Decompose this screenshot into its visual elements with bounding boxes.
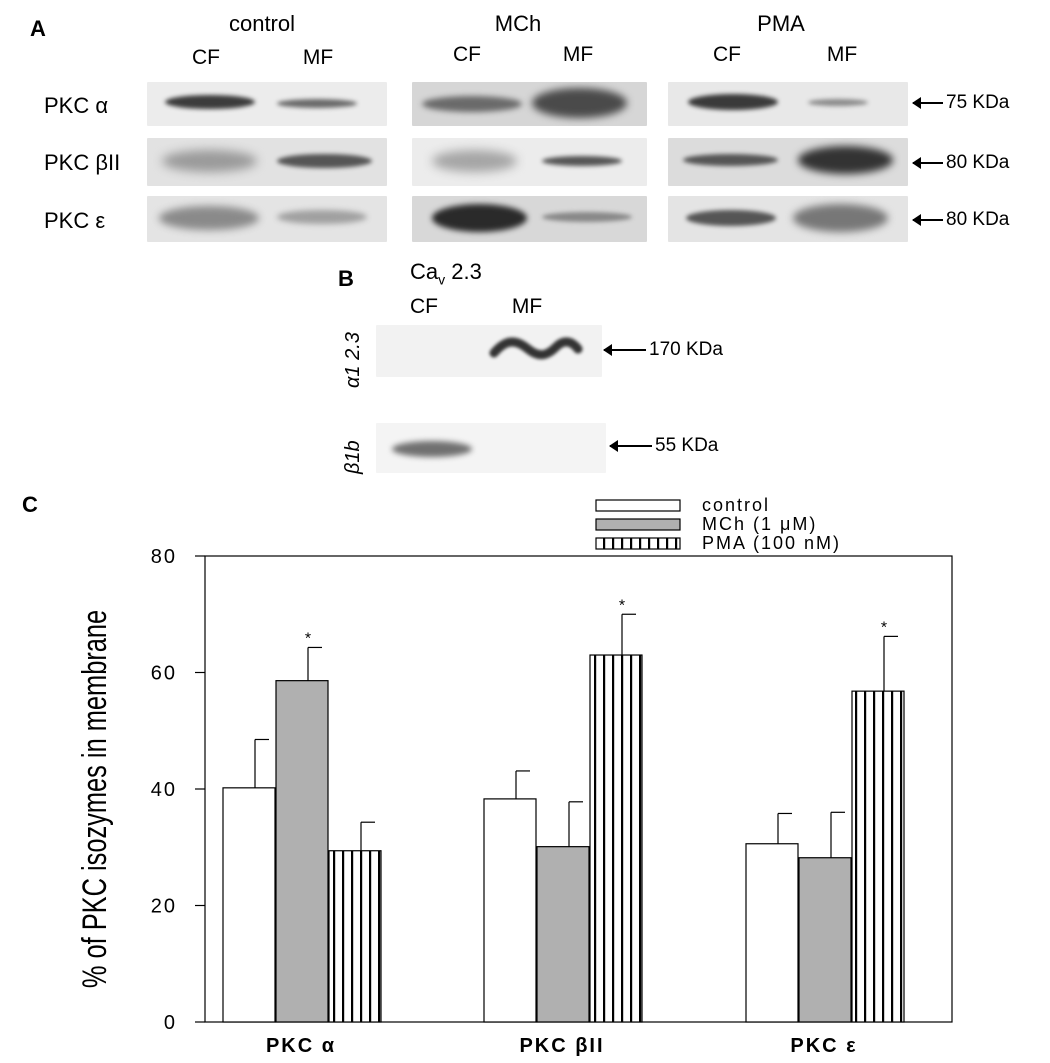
x-tick-label-2: PKC ε	[790, 1035, 857, 1057]
blot-pma-pkc-beta2	[668, 138, 908, 186]
arrow-170kda	[603, 344, 646, 356]
bar-gray-1	[536, 846, 590, 1023]
legend-swatch-2	[595, 537, 681, 550]
bar-gray-2	[798, 857, 852, 1023]
mw-label-pkc-alpha: 75 KDa	[946, 92, 1010, 113]
bar-vstripes-0	[328, 850, 382, 1023]
significance-star: *	[619, 597, 625, 614]
row-label-alpha1-2-3: α1 2.3	[342, 332, 364, 388]
legend-swatch-0	[595, 499, 681, 512]
significance-star: *	[881, 619, 887, 636]
lane-label-pma-mf: MF	[826, 43, 858, 66]
legend-label-2: PMA (100 nM)	[702, 533, 841, 553]
mw-label-alpha1: 170 KDa	[649, 339, 723, 360]
blot-pma-pkc-alpha	[668, 82, 908, 126]
blot-control-pkc-alpha	[147, 82, 387, 126]
blot-control-pkc-epsilon	[147, 196, 387, 242]
mw-label-pkc-beta2: 80 KDa	[946, 152, 1010, 173]
arrow-75kda	[912, 97, 943, 109]
bar-white-2	[745, 843, 799, 1023]
lane-label-mch-mf: MF	[562, 43, 594, 66]
panel-b-letter: B	[338, 266, 354, 291]
y-tick-label: 0	[164, 1012, 177, 1034]
y-tick-label: 60	[151, 663, 177, 685]
lane-label-pma-cf: CF	[713, 43, 741, 66]
lane-label-control-cf: CF	[192, 46, 220, 69]
row-label-pkc-epsilon: PKC ε	[44, 208, 106, 233]
blot-mch-pkc-beta2	[412, 138, 647, 186]
bar-vstripes-2	[851, 690, 905, 1023]
blot-mch-pkc-alpha	[412, 82, 647, 126]
blot-beta1b	[376, 423, 606, 473]
blot-mch-pkc-epsilon	[412, 196, 647, 242]
group-title-control: control	[228, 11, 296, 36]
alpha1-band	[489, 337, 583, 360]
group-title-mch: MCh	[494, 11, 542, 36]
lane-label-control-mf: MF	[302, 46, 334, 69]
y-tick-label: 80	[151, 546, 177, 568]
bar-gray-0	[275, 680, 329, 1023]
y-tick-label: 20	[151, 896, 177, 918]
lane-label-mch-cf: CF	[453, 43, 481, 66]
bar-white-1	[483, 798, 537, 1023]
row-label-pkc-alpha: PKC α	[44, 93, 109, 118]
mw-label-beta1b: 55 KDa	[655, 435, 719, 456]
blot-alpha1-2-3	[376, 325, 602, 377]
bar-chart: 0 20 40 60 80 % of PKC isozymes in membrane * P…	[75, 495, 953, 1057]
blot-control-pkc-beta2	[147, 138, 387, 186]
row-label-beta1b: β1b	[342, 440, 364, 474]
panel-b-title: Cav 2.3	[410, 259, 482, 288]
y-tick-label: 40	[151, 779, 177, 801]
arrow-80kda-epsilon	[912, 214, 943, 226]
legend-swatch-1	[595, 518, 681, 531]
panel-a-letter: A	[30, 16, 46, 41]
arrow-55kda	[609, 440, 652, 452]
panel-c-letter: C	[22, 492, 38, 517]
mw-label-pkc-epsilon: 80 KDa	[946, 209, 1010, 230]
lane-label-cav-mf: MF	[511, 295, 543, 318]
lane-label-cav-cf: CF	[410, 295, 438, 318]
x-tick-label-1: PKC βII	[519, 1035, 604, 1057]
significance-star: *	[305, 630, 311, 647]
y-axis-label: % of PKC isozymes in membrane	[75, 610, 114, 988]
row-label-pkc-beta2: PKC βII	[44, 150, 121, 175]
bar-white-0	[222, 787, 276, 1023]
legend-label-0: control	[702, 495, 770, 515]
arrow-80kda-beta2	[912, 157, 943, 169]
group-title-pma: PMA	[757, 11, 805, 36]
blot-pma-pkc-epsilon	[668, 196, 908, 242]
x-tick-label-0: PKC α	[266, 1035, 336, 1057]
bar-vstripes-1	[589, 654, 643, 1023]
legend-label-1: MCh (1 μM)	[702, 514, 817, 534]
